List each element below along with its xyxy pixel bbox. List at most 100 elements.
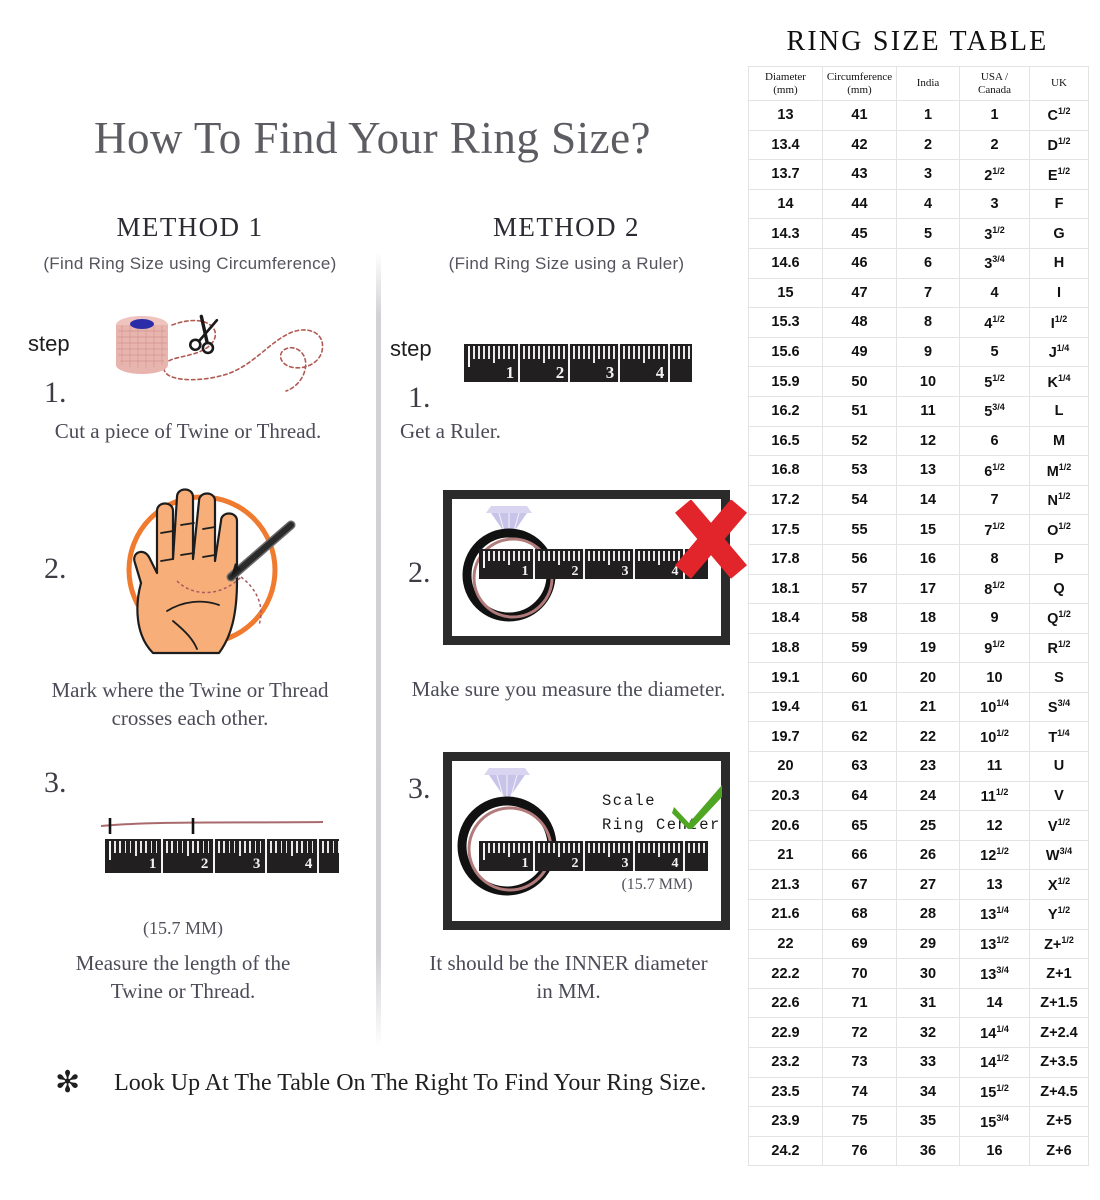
page-title: How To Find Your Ring Size? [93, 113, 652, 163]
green-check-mark [672, 785, 722, 829]
method-2-title: METHOD 2 [493, 212, 640, 242]
table-cell: 29 [896, 928, 960, 960]
table-cell: 59 [822, 632, 897, 664]
table-cell: 1 [959, 100, 1030, 131]
table-row: 20.3 64 24 111/2 V [748, 780, 1089, 812]
table-cell: 8 [959, 543, 1030, 575]
method-1-step-2-number: 2. [44, 552, 67, 585]
method-1-title: METHOD 1 [116, 212, 264, 242]
table-cell: 24.2 [748, 1135, 823, 1167]
method-1-subtitle: (Find Ring Size using Circumference) [43, 254, 337, 273]
table-cell: 22.9 [748, 1017, 823, 1048]
scale-annotation-line1: Scale [602, 792, 657, 810]
table-cell: 33 [896, 1047, 960, 1078]
table-row: 22.6 71 31 14 Z+1.5 [748, 987, 1089, 1019]
table-cell: 14.6 [748, 247, 823, 279]
table-cell: 54 [822, 484, 897, 516]
table-cell: Z+4.5 [1029, 1076, 1089, 1108]
table-cell: 10 [959, 662, 1030, 693]
table-row: 14 44 4 3 F [748, 188, 1089, 220]
table-cell: 21/2 [959, 159, 1030, 190]
table-cell: 45 [822, 218, 897, 249]
table-row: 15.3 48 8 41/2 I1/2 [748, 307, 1089, 338]
table-cell: V1/2 [1029, 810, 1089, 841]
table-cell: 5 [896, 218, 960, 249]
hand-with-pen-icon [95, 485, 340, 660]
table-row: 15.6 49 9 5 J1/4 [748, 336, 1089, 368]
table-cell: 43 [822, 159, 897, 190]
method-2-subtitle: (Find Ring Size using a Ruler) [448, 254, 685, 273]
table-cell: 7 [959, 484, 1030, 516]
table-cell: 51/2 [959, 366, 1030, 397]
method-1-header: METHOD 1 (Find Ring Size using Circumfer… [10, 212, 370, 274]
table-cell: 22 [748, 928, 823, 960]
method-2-step-3-caption: It should be the INNER diameter in MM. [429, 951, 708, 1003]
table-cell: 15.6 [748, 336, 823, 368]
table-cell: G [1029, 218, 1089, 249]
table-cell: U [1029, 751, 1089, 782]
table-cell: 49 [822, 336, 897, 368]
table-cell: I1/2 [1029, 307, 1089, 338]
table-cell: 15 [748, 277, 823, 309]
table-cell: 61/2 [959, 455, 1030, 486]
table-cell: S3/4 [1029, 691, 1089, 723]
table-cell: 19.1 [748, 662, 823, 693]
table-cell: 21 [896, 691, 960, 723]
table-cell: 2 [959, 129, 1030, 161]
table-cell: 46 [822, 247, 897, 279]
table-cell: 91/2 [959, 632, 1030, 664]
method-2-step-word: step [390, 336, 432, 361]
table-row: 13.4 42 2 2 D1/2 [748, 129, 1089, 161]
table-cell: 57 [822, 573, 897, 605]
table-cell: 13 [959, 869, 1030, 901]
table-cell: 4 [959, 277, 1030, 309]
table-cell: 14.3 [748, 218, 823, 249]
table-cell: I [1029, 277, 1089, 309]
table-cell: O1/2 [1029, 514, 1089, 545]
table-cell: 131/4 [959, 899, 1030, 930]
table-title: RING SIZE TABLE [786, 26, 1049, 57]
table-cell: 23 [896, 751, 960, 782]
method-1-step-word: step [28, 331, 70, 356]
table-cell: 61 [822, 691, 897, 723]
table-cell: 33/4 [959, 247, 1030, 279]
table-cell: 101/2 [959, 721, 1030, 753]
table-cell: 20.3 [748, 780, 823, 812]
table-row: 23.9 75 35 153/4 Z+5 [748, 1106, 1089, 1137]
table-cell: 111/2 [959, 780, 1030, 812]
table-cell: M1/2 [1029, 455, 1089, 486]
table-cell: 17 [896, 573, 960, 605]
table-cell: 6 [896, 247, 960, 279]
table-cell: 41 [822, 100, 897, 131]
table-row: 14.3 45 5 31/2 G [748, 218, 1089, 249]
table-cell: Z+3.5 [1029, 1047, 1089, 1078]
table-cell: L [1029, 395, 1089, 427]
table-cell: S [1029, 662, 1089, 693]
table-cell: 10 [896, 366, 960, 397]
method-2-header: METHOD 2 (Find Ring Size using a Ruler) [388, 212, 745, 274]
table-cell: 17.5 [748, 514, 823, 545]
table-cell: Y1/2 [1029, 899, 1089, 930]
table-cell: 13.7 [748, 159, 823, 190]
table-cell: 31/2 [959, 218, 1030, 249]
table-cell: 151/2 [959, 1076, 1030, 1108]
table-header-3: USA / Canada [959, 66, 1030, 101]
table-cell: T1/4 [1029, 721, 1089, 753]
table-header-row: Diameter (mm) Circumference (mm) India USA / C… [748, 66, 1089, 101]
table-cell: 47 [822, 277, 897, 309]
table-cell: 26 [896, 839, 960, 871]
table-cell: 22.2 [748, 958, 823, 989]
table-row: 18.8 59 19 91/2 R1/2 [748, 632, 1089, 664]
table-cell: 19 [896, 632, 960, 664]
table-cell: 18 [896, 603, 960, 634]
table-cell: 20.6 [748, 810, 823, 841]
table-cell: N1/2 [1029, 484, 1089, 516]
table-cell: 50 [822, 366, 897, 397]
table-cell: 15.3 [748, 307, 823, 338]
table-row: 16.5 52 12 6 M [748, 425, 1089, 457]
twine-spool-scissors-icon [100, 303, 350, 398]
table-cell: 69 [822, 928, 897, 960]
table-cell: 22 [896, 721, 960, 753]
table-cell: 141/4 [959, 1017, 1030, 1048]
